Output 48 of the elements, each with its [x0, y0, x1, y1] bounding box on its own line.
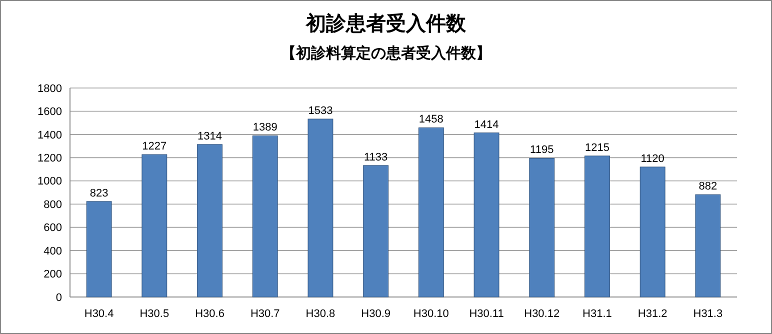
- data-label: 1314: [198, 130, 222, 142]
- x-tick-label: H31.2: [638, 308, 668, 320]
- data-label: 1195: [530, 144, 554, 156]
- x-tick-label: H30.4: [84, 308, 114, 320]
- bar: [197, 144, 222, 298]
- bar: [86, 201, 112, 298]
- y-tick-label: 600: [44, 222, 62, 234]
- y-tick-label: 1200: [38, 152, 62, 165]
- x-tick-label: H30.12: [524, 308, 560, 320]
- data-label: 1133: [364, 151, 388, 164]
- x-tick-label: H31.1: [582, 308, 612, 320]
- y-tick-label: 1600: [38, 106, 62, 118]
- data-label: 1120: [640, 152, 664, 165]
- y-tick-label: 1800: [38, 82, 62, 95]
- x-tick-label: H30.6: [195, 308, 224, 320]
- bar: [584, 156, 610, 298]
- bar: [418, 127, 444, 298]
- bar: [308, 118, 334, 298]
- bar: [695, 194, 721, 298]
- y-tick-label: 1400: [38, 129, 62, 142]
- data-label: 882: [698, 180, 718, 193]
- bar: [363, 165, 389, 298]
- x-tick-label: H30.8: [306, 308, 336, 320]
- x-tick-label: H30.7: [250, 308, 280, 320]
- x-tick-label: H30.11: [469, 308, 504, 320]
- x-tick-label: H30.9: [361, 308, 391, 320]
- data-label: 1227: [142, 140, 167, 153]
- bar: [474, 132, 500, 298]
- bar: [529, 158, 555, 298]
- y-tick-label: 400: [44, 245, 62, 258]
- data-label: 1414: [474, 118, 499, 131]
- data-label: 1389: [252, 122, 278, 134]
- data-label: 1215: [584, 142, 610, 154]
- data-label: 1458: [418, 114, 444, 126]
- data-label: 1533: [308, 105, 333, 117]
- bar: [252, 135, 278, 298]
- x-tick-label: H30.10: [413, 308, 449, 320]
- y-tick-label: 800: [44, 198, 62, 211]
- chart-subtitle: 【初診料算定の患者受入件数】: [281, 44, 491, 62]
- chart-title: 初診患者受入件数: [305, 12, 467, 35]
- bar: [142, 154, 168, 298]
- y-tick-label: 0: [56, 292, 62, 304]
- x-tick-label: H31.3: [693, 308, 723, 320]
- y-tick-label: 200: [44, 268, 62, 281]
- y-tick-label: 1000: [38, 176, 62, 188]
- bar: [640, 166, 666, 298]
- x-tick-label: H30.5: [140, 308, 170, 320]
- data-label: 823: [90, 187, 108, 200]
